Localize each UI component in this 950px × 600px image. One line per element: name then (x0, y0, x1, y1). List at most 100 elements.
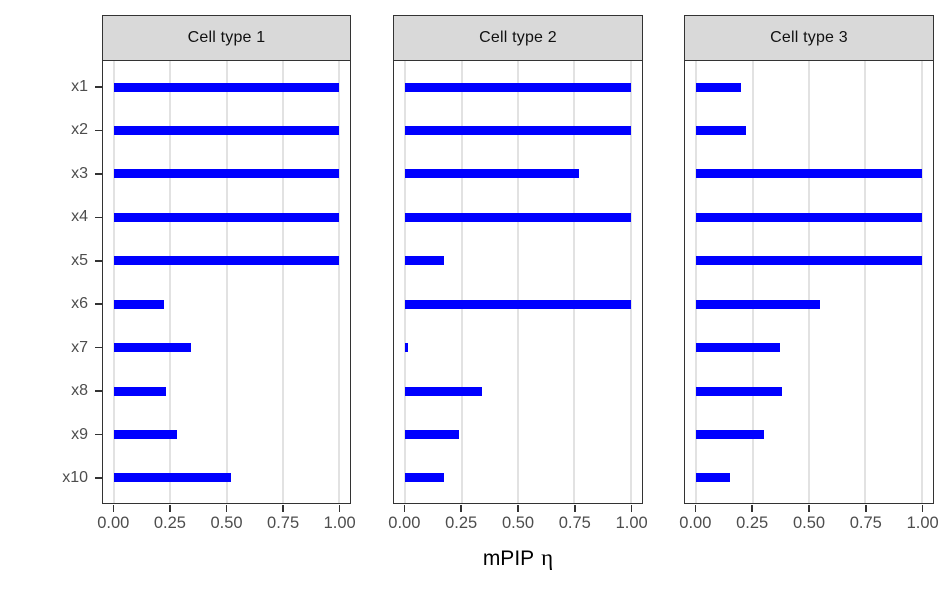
x-tick-label: 0.50 (501, 514, 535, 532)
x-axis-title-text: mPIP (482, 547, 535, 570)
bar-x10 (114, 473, 231, 483)
bar-x9 (114, 430, 178, 439)
x-tick-label: 0.75 (558, 514, 591, 532)
gridline (281, 61, 284, 503)
x-tick-mark (574, 505, 576, 512)
bar-x4 (696, 212, 922, 222)
y-tick-mark (94, 433, 102, 436)
y-tick-mark (94, 346, 102, 349)
x-tick-mark (282, 505, 284, 512)
y-axis-label-x7: x7 (71, 338, 88, 356)
plot-panel (393, 61, 643, 504)
bar-x8 (405, 386, 482, 396)
facet-strip-label: Cell type 2 (479, 29, 557, 46)
x-tick-mark (808, 505, 810, 512)
bar-x2 (114, 125, 339, 135)
x-tick-label: 1.00 (615, 514, 648, 532)
x-tick-mark (112, 505, 115, 512)
bar-x5 (696, 256, 922, 266)
bar-x5 (405, 256, 444, 266)
facet-cell-type-2: Cell type 2 (393, 15, 643, 504)
gridline (629, 61, 632, 503)
gridline (169, 61, 172, 503)
facet-cell-type-3: Cell type 3 (684, 15, 934, 504)
bar-x2 (405, 125, 631, 135)
x-tick-label: 0.25 (153, 514, 186, 532)
x-tick-mark (403, 505, 406, 512)
x-tick-label: 0.75 (849, 514, 882, 532)
bar-x10 (405, 473, 444, 483)
x-tick-mark (921, 505, 924, 512)
y-axis-label-x10: x10 (62, 468, 88, 486)
x-tick-mark (865, 505, 867, 512)
bar-x4 (114, 212, 339, 222)
gridline (751, 61, 754, 503)
y-axis-label-x4: x4 (71, 208, 88, 226)
bar-x10 (696, 473, 731, 483)
bar-x7 (405, 343, 408, 353)
facet-cell-type-1: Cell type 1 (102, 15, 351, 504)
x-tick-mark (517, 505, 519, 512)
gridline (225, 61, 228, 503)
bar-x6 (114, 299, 164, 309)
gridline (573, 61, 576, 503)
facet-strip: Cell type 3 (684, 15, 934, 61)
y-axis-label-x9: x9 (71, 425, 88, 443)
x-tick-mark (225, 505, 228, 512)
bar-x1 (114, 82, 339, 92)
bar-x8 (114, 386, 166, 396)
bar-x7 (696, 343, 780, 353)
gridline (920, 61, 923, 503)
x-axis-title: mPIP η (102, 545, 934, 571)
y-tick-mark (94, 390, 102, 392)
facet-strip-label: Cell type 3 (770, 29, 848, 46)
x-tick-label: 0.75 (267, 514, 300, 532)
bar-x7 (114, 343, 191, 353)
y-axis-label-x6: x6 (71, 295, 88, 313)
y-tick-mark (94, 173, 102, 175)
y-tick-mark (94, 216, 102, 219)
x-tick-label: 0.25 (736, 514, 769, 532)
gridline (404, 61, 407, 503)
x-tick-label: 1.00 (906, 514, 939, 532)
x-tick-label: 0.00 (97, 514, 130, 532)
x-tick-mark (694, 505, 697, 512)
y-axis-label-x5: x5 (71, 251, 88, 269)
bar-x6 (405, 299, 631, 309)
x-axis-title-eta-symbol: η (541, 545, 554, 570)
gridline (337, 61, 340, 503)
y-axis-label-x2: x2 (71, 121, 88, 139)
x-tick-mark (338, 505, 341, 512)
bar-x9 (696, 430, 764, 439)
gridline (460, 61, 463, 503)
bar-x5 (114, 256, 339, 266)
y-tick-mark (94, 259, 102, 262)
y-tick-mark (94, 303, 102, 305)
x-tick-label: 0.25 (445, 514, 478, 532)
gridline (695, 61, 698, 503)
x-tick-label: 0.50 (210, 514, 243, 532)
facet-strip: Cell type 1 (102, 15, 351, 61)
facet-strip-label: Cell type 1 (187, 29, 266, 46)
bar-x2 (696, 125, 746, 135)
bar-x1 (405, 82, 631, 92)
x-tick-label: 0.50 (792, 514, 826, 532)
bar-x1 (696, 82, 742, 92)
gridline (113, 61, 116, 503)
y-axis-label-x3: x3 (71, 164, 88, 182)
gridline (808, 61, 810, 503)
x-tick-label: 1.00 (323, 514, 356, 532)
y-tick-mark (94, 86, 102, 88)
facet-strip: Cell type 2 (393, 15, 643, 61)
x-tick-mark (751, 505, 753, 512)
x-tick-mark (460, 505, 462, 512)
bar-x9 (405, 430, 460, 439)
x-tick-mark (630, 505, 633, 512)
bar-x3 (114, 169, 339, 179)
bar-x6 (696, 299, 821, 309)
bar-x8 (696, 386, 782, 396)
y-tick-mark (94, 477, 102, 479)
bar-x4 (405, 212, 631, 222)
x-tick-label: 0.00 (679, 514, 712, 532)
